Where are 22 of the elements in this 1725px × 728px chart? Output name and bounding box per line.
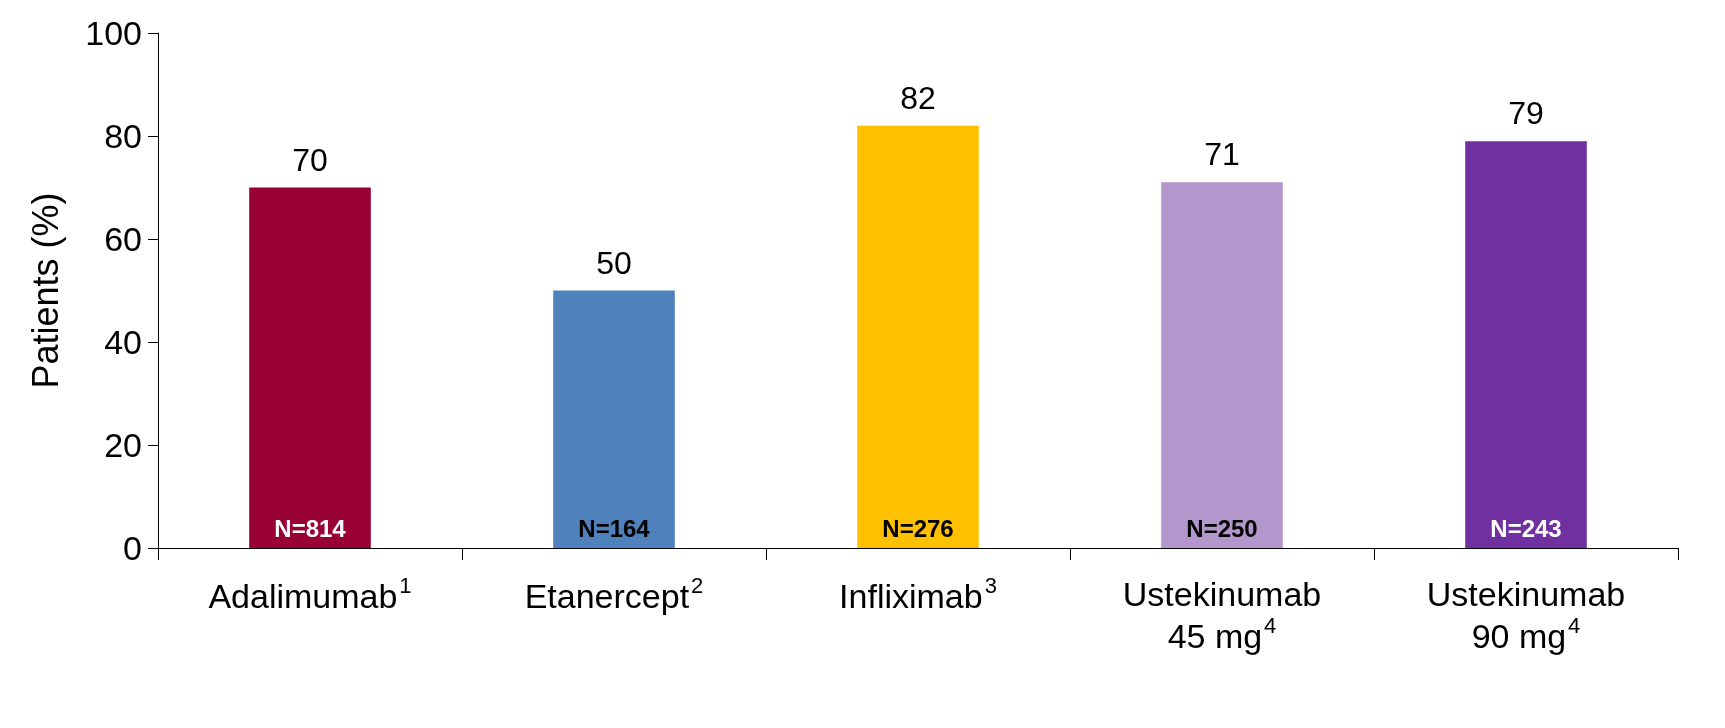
data-label: 79 (1508, 95, 1544, 132)
annotation: N=814 (274, 514, 347, 542)
y-tick-label: 0 (123, 529, 142, 567)
bar (1161, 182, 1283, 548)
y-tick-label: 80 (104, 117, 142, 155)
data-label: 70 (292, 141, 328, 178)
y-tick-label: 60 (104, 220, 142, 258)
y-tick-label: 40 (104, 323, 142, 361)
bar (249, 187, 371, 548)
data-label: 82 (900, 79, 936, 116)
y-axis-title: Patients (%) (24, 192, 66, 389)
bar (553, 290, 675, 548)
data-label: 71 (1204, 136, 1240, 173)
annotation: N=276 (882, 514, 954, 542)
y-tick-label: 20 (104, 426, 142, 464)
annotation: N=250 (1186, 514, 1258, 542)
annotation: N=243 (1490, 514, 1562, 542)
annotation: N=164 (578, 514, 651, 542)
y-tick-label: 100 (85, 14, 142, 52)
data-label: 50 (596, 244, 632, 281)
bar (1465, 141, 1587, 548)
bar (857, 125, 979, 548)
